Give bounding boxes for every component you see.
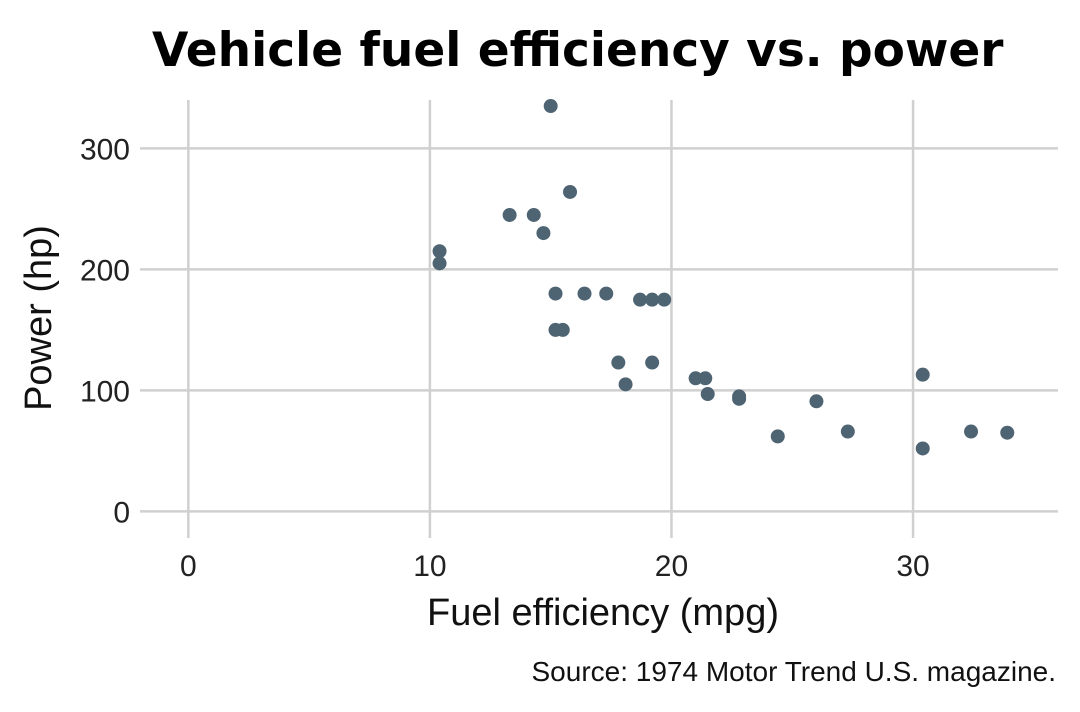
data-point xyxy=(688,371,703,386)
data-point xyxy=(809,394,824,409)
data-point xyxy=(915,367,930,382)
data-point xyxy=(915,441,930,456)
data-point xyxy=(657,292,672,307)
y-axis-ticks: 0 100 200 300 xyxy=(80,133,130,529)
data-point xyxy=(633,292,648,307)
source-caption: Source: 1974 Motor Trend U.S. magazine. xyxy=(532,656,1057,687)
data-point xyxy=(964,424,979,439)
x-tick-label: 10 xyxy=(413,550,446,583)
y-tick-label: 100 xyxy=(80,375,130,408)
data-point xyxy=(645,292,660,307)
x-axis-title: Fuel efficiency (mpg) xyxy=(427,592,779,634)
data-point xyxy=(543,99,558,114)
data-point xyxy=(536,226,551,241)
data-point xyxy=(732,391,747,406)
x-tick-label: 0 xyxy=(180,550,197,583)
x-tick-label: 20 xyxy=(655,550,688,583)
data-point xyxy=(611,355,626,370)
points-layer xyxy=(432,99,1015,456)
data-point xyxy=(840,424,855,439)
data-point xyxy=(563,184,578,199)
data-point xyxy=(432,256,447,271)
y-tick-label: 300 xyxy=(80,133,130,166)
data-point xyxy=(599,286,614,301)
data-point xyxy=(555,322,570,337)
data-point xyxy=(700,387,715,402)
data-point xyxy=(526,207,541,222)
data-point xyxy=(770,429,785,444)
data-point xyxy=(432,244,447,259)
y-tick-label: 0 xyxy=(113,496,130,529)
y-tick-label: 200 xyxy=(80,254,130,287)
data-point xyxy=(698,371,713,386)
y-axis-title: Power (hp) xyxy=(18,225,60,411)
data-point xyxy=(645,355,660,370)
data-point xyxy=(577,286,592,301)
x-tick-label: 30 xyxy=(896,550,929,583)
data-point xyxy=(1000,425,1015,440)
x-axis-ticks: 0 10 20 30 xyxy=(180,550,930,583)
grid-layer xyxy=(140,100,1058,538)
data-point xyxy=(548,286,563,301)
chart-title: Vehicle fuel efficiency vs. power xyxy=(152,23,1004,78)
data-point xyxy=(618,377,633,392)
data-point xyxy=(502,207,517,222)
